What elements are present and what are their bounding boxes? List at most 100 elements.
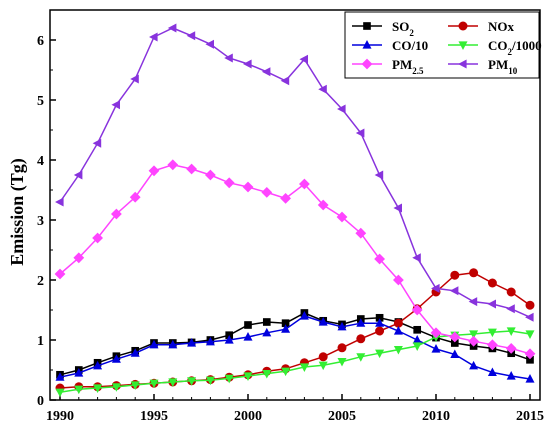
y-tick-label: 0 xyxy=(37,394,44,409)
series-2 xyxy=(55,311,535,383)
data-point xyxy=(205,169,216,181)
data-point xyxy=(54,268,66,280)
data-point xyxy=(412,253,421,263)
data-point xyxy=(469,360,479,370)
data-point xyxy=(55,388,65,398)
data-point xyxy=(318,361,328,371)
x-tick-label: 2005 xyxy=(328,409,356,424)
data-point xyxy=(355,128,365,138)
data-point xyxy=(450,270,460,280)
series-group xyxy=(54,23,536,398)
data-point xyxy=(450,349,460,358)
data-point xyxy=(186,163,197,175)
series-line xyxy=(59,272,531,389)
legend-label: SO2 xyxy=(392,19,414,38)
data-point xyxy=(281,324,291,333)
data-point xyxy=(318,317,328,326)
data-point xyxy=(299,311,309,320)
y-tick-label: 3 xyxy=(37,214,44,229)
data-point xyxy=(148,165,160,177)
data-point xyxy=(243,59,252,69)
series-0 xyxy=(56,309,534,379)
data-point xyxy=(356,334,366,344)
data-point xyxy=(393,346,403,355)
data-point xyxy=(431,283,440,293)
data-point xyxy=(487,339,498,351)
series-line xyxy=(59,315,531,380)
data-point xyxy=(186,31,196,41)
data-point xyxy=(412,335,422,344)
data-point xyxy=(506,304,515,314)
data-point xyxy=(129,191,141,203)
data-point xyxy=(55,197,64,207)
data-point xyxy=(224,335,234,344)
data-point xyxy=(526,355,534,364)
legend-marker xyxy=(458,59,467,69)
data-point xyxy=(356,318,366,327)
legend-marker xyxy=(458,41,468,50)
data-point xyxy=(149,339,159,349)
data-point xyxy=(224,53,233,63)
data-point xyxy=(375,326,385,336)
y-tick-label: 6 xyxy=(37,34,44,49)
plot-area xyxy=(49,9,541,401)
data-point xyxy=(281,319,290,328)
data-point xyxy=(375,349,385,359)
data-point xyxy=(318,84,327,94)
data-point xyxy=(93,384,103,393)
data-point xyxy=(111,383,121,392)
series-4 xyxy=(54,159,536,360)
data-point xyxy=(205,39,214,49)
data-point xyxy=(337,321,347,331)
data-point xyxy=(262,318,271,326)
data-point xyxy=(74,385,84,395)
x-tick-label: 1995 xyxy=(140,409,168,424)
data-point xyxy=(524,348,536,360)
data-point xyxy=(205,376,215,386)
legend-label: CO/10 xyxy=(392,38,428,53)
data-point xyxy=(525,312,534,322)
data-point xyxy=(167,159,179,171)
legend-item: CO/10 xyxy=(352,38,428,53)
data-point xyxy=(92,232,103,244)
series-5 xyxy=(55,23,534,322)
data-point xyxy=(411,304,423,316)
data-point xyxy=(525,374,535,383)
data-point xyxy=(261,187,273,198)
legend-marker xyxy=(458,21,468,31)
x-tick-label: 2010 xyxy=(422,409,450,424)
data-point xyxy=(450,339,459,347)
data-point xyxy=(149,32,158,42)
data-point xyxy=(337,358,347,367)
data-point xyxy=(187,338,197,347)
data-point xyxy=(111,354,121,363)
data-point xyxy=(317,199,329,211)
data-point xyxy=(318,352,328,362)
series-1 xyxy=(55,268,535,393)
data-point xyxy=(336,211,348,223)
plot-frame xyxy=(49,9,541,401)
data-point xyxy=(93,360,103,370)
data-point xyxy=(243,372,253,381)
x-tick-label: 1990 xyxy=(46,409,74,424)
data-point xyxy=(375,318,385,327)
data-point xyxy=(469,268,479,278)
data-point xyxy=(187,377,197,386)
data-point xyxy=(468,335,479,347)
legend-item: SO2 xyxy=(352,19,414,38)
data-point xyxy=(375,313,384,322)
data-point xyxy=(244,321,252,329)
data-point xyxy=(487,299,496,309)
data-point xyxy=(130,74,139,84)
data-point xyxy=(299,363,309,372)
data-point xyxy=(168,339,178,349)
y-tick-label: 5 xyxy=(37,94,44,109)
data-point xyxy=(167,23,177,33)
data-point xyxy=(299,178,310,190)
data-point xyxy=(506,371,516,380)
data-point xyxy=(73,170,83,180)
data-point xyxy=(430,327,442,339)
data-point xyxy=(412,342,422,351)
legend-label: NOx xyxy=(488,19,515,34)
data-point xyxy=(337,343,347,353)
